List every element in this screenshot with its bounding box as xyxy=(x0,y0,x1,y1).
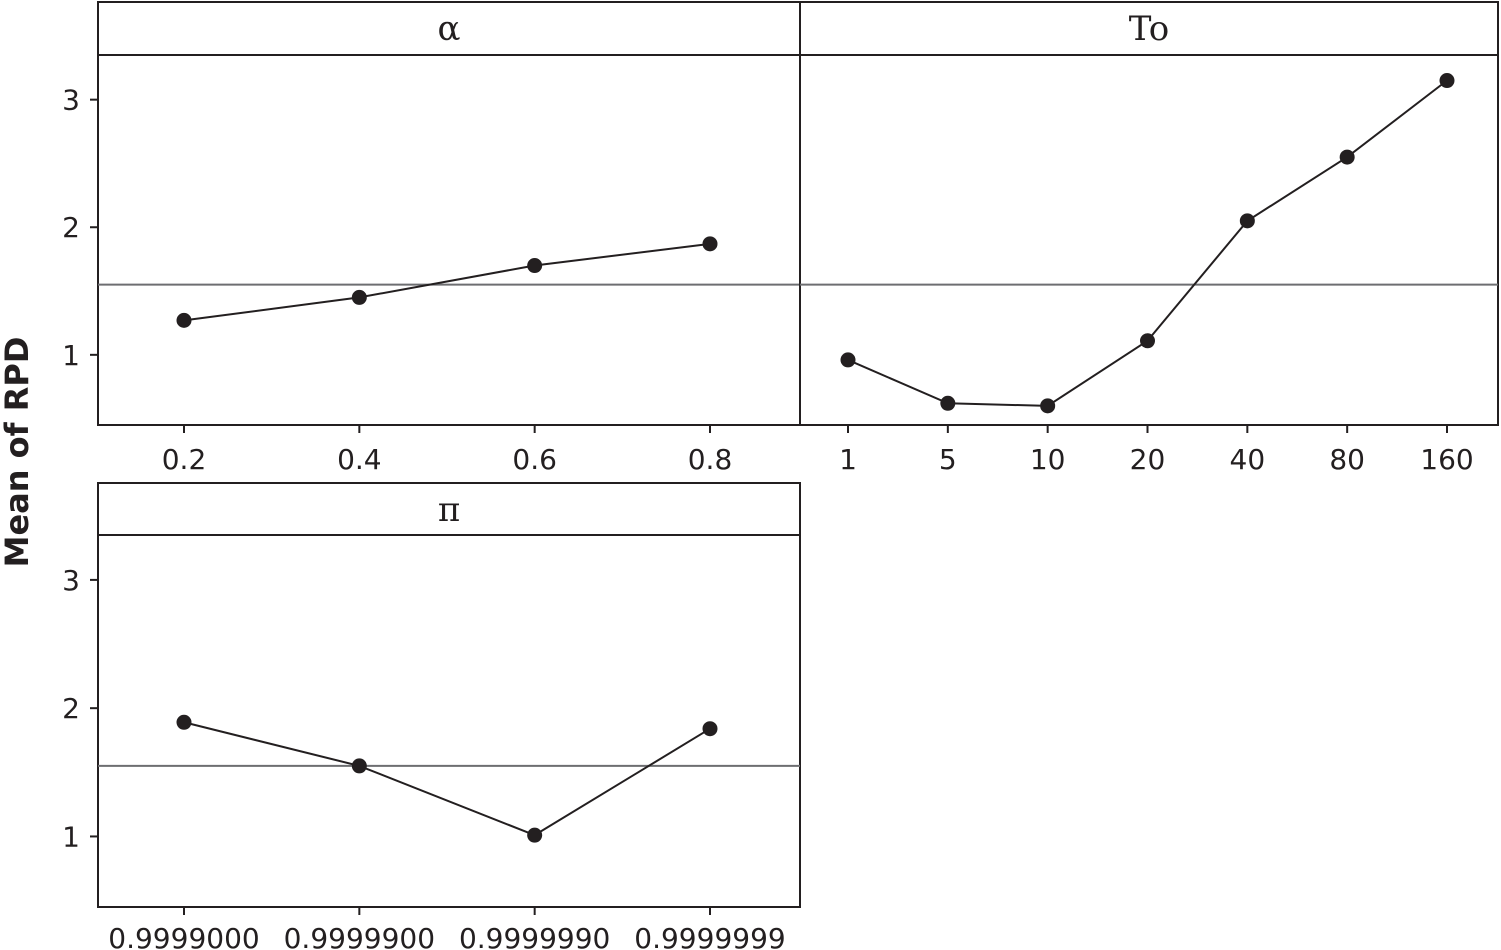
panel-frame xyxy=(799,1,1499,426)
panel-strip xyxy=(97,1,801,56)
data-point xyxy=(176,312,192,328)
y-tick-label: 2 xyxy=(62,211,80,244)
x-tick-label: 0.2 xyxy=(162,443,207,476)
x-tick-label: 20 xyxy=(1130,443,1166,476)
x-tick-label: 10 xyxy=(1030,443,1066,476)
data-point xyxy=(527,258,543,274)
panel-title: To xyxy=(1129,9,1170,49)
series-line xyxy=(183,721,711,837)
y-tick-label: 2 xyxy=(62,692,80,725)
data-point xyxy=(702,721,718,737)
data-point xyxy=(1140,333,1155,349)
x-tick-label: 160 xyxy=(1420,443,1473,476)
panel-strip xyxy=(799,1,1499,56)
data-point xyxy=(1339,149,1355,165)
panel-strip xyxy=(97,482,801,536)
x-tick-label: 1 xyxy=(839,443,857,476)
x-tick-label: 0.9999990 xyxy=(459,922,610,950)
data-point xyxy=(1439,73,1455,89)
y-tick-label: 1 xyxy=(62,339,80,372)
panel-title: α xyxy=(438,9,461,49)
x-tick-label: 80 xyxy=(1329,443,1365,476)
x-tick-label: 0.9999000 xyxy=(108,922,259,950)
series-line xyxy=(847,79,1448,407)
data-point xyxy=(351,758,367,774)
data-point xyxy=(1239,213,1255,229)
y-tick-label: 1 xyxy=(62,820,80,853)
y-tick-label: 3 xyxy=(62,84,80,117)
panel-frame xyxy=(97,482,801,908)
x-tick-label: 0.9999999 xyxy=(634,922,785,950)
x-tick-label: 40 xyxy=(1230,443,1266,476)
x-tick-label: 5 xyxy=(939,443,957,476)
y-tick-label: 3 xyxy=(62,564,80,597)
x-tick-label: 0.4 xyxy=(337,443,382,476)
data-point xyxy=(702,236,718,252)
y-axis-label: Mean of RPD xyxy=(0,337,36,568)
data-point xyxy=(351,289,367,305)
data-point xyxy=(527,827,543,843)
data-point xyxy=(940,395,956,411)
x-tick-label: 0.6 xyxy=(512,443,557,476)
panel-frame xyxy=(97,1,801,426)
data-point xyxy=(1040,398,1056,414)
data-point xyxy=(176,714,192,730)
series-line xyxy=(183,242,711,322)
data-point xyxy=(840,352,856,368)
x-tick-label: 0.8 xyxy=(688,443,733,476)
panel-title: π xyxy=(438,490,460,530)
x-tick-label: 0.9999900 xyxy=(284,922,435,950)
